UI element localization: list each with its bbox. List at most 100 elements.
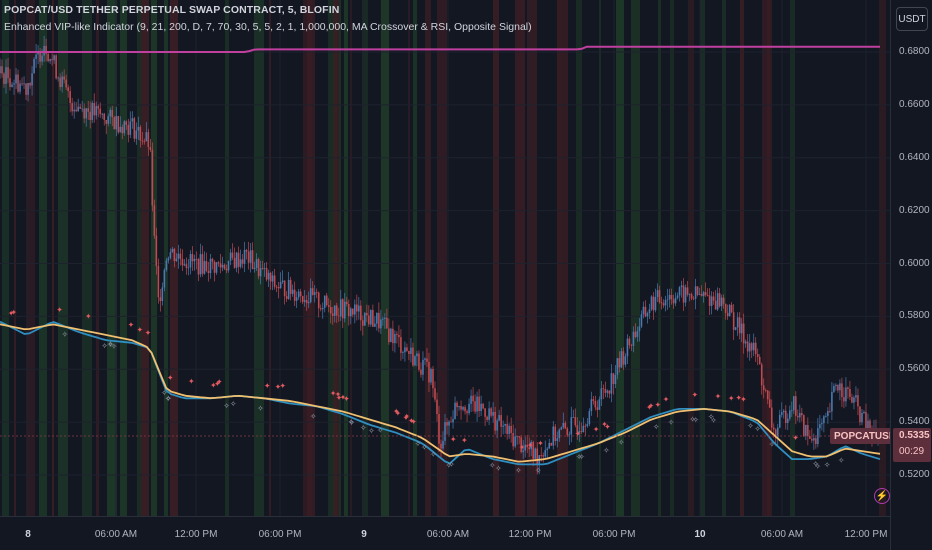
candle-body: [450, 421, 452, 423]
candle-body: [859, 406, 861, 423]
buy-signal-marker: ✧: [668, 418, 675, 427]
candle-body: [702, 292, 705, 296]
candle-body: [572, 417, 575, 418]
sell-signal-marker: ✦: [646, 403, 653, 412]
price-axis[interactable]: 0.6800 0.6600 0.6400 0.6200 0.6000 0.5800 0.56…: [890, 0, 932, 550]
currency-button[interactable]: USDT: [896, 7, 928, 31]
candle-body: [15, 74, 17, 84]
time-axis[interactable]: 8 06:00 AM 12:00 PM 06:00 PM 9 06:00 AM 12:00 …: [0, 516, 890, 550]
candle-body: [694, 286, 697, 299]
price-tick-label: 0.5400: [899, 416, 930, 428]
candle-body: [762, 385, 765, 390]
candle-body: [720, 297, 723, 307]
last-price-tag: 0.5335 00:29: [893, 428, 931, 462]
candle-body: [853, 397, 855, 403]
candle-body: [149, 147, 152, 150]
candle-body: [648, 309, 651, 314]
candle-body: [628, 338, 631, 346]
candle-body: [416, 353, 418, 357]
candle-body: [738, 317, 741, 334]
lightning-icon[interactable]: ⚡: [874, 488, 890, 504]
candle-body: [73, 109, 75, 112]
candle-body: [724, 303, 727, 313]
candle-body: [315, 292, 318, 294]
candle-body: [277, 286, 280, 289]
candle-body: [845, 387, 847, 402]
candle-body: [59, 77, 61, 88]
signal-band: [599, 0, 601, 516]
candle-body: [608, 390, 611, 394]
candle-body: [279, 282, 282, 289]
candle-body: [524, 444, 526, 451]
signal-band: [225, 0, 229, 516]
indicator-title[interactable]: Enhanced VIP-like Indicator (9, 21, 200,…: [4, 21, 532, 33]
price-tick-label: 0.6800: [899, 46, 930, 57]
buy-signal-marker: ✧: [107, 340, 114, 349]
price-tick-label: 0.6600: [899, 98, 930, 110]
candle-body: [69, 91, 71, 104]
buy-signal-marker: ✧: [576, 452, 583, 461]
price-tick-label: 0.5600: [899, 363, 930, 375]
price-tick-label: 0.5800: [899, 310, 930, 322]
candle-body: [25, 83, 27, 95]
candle-body: [13, 83, 15, 85]
signal-band: [562, 0, 568, 516]
candle-body: [716, 293, 719, 310]
candle-body: [358, 305, 360, 312]
candle-body: [602, 388, 605, 390]
candle-body: [580, 431, 583, 432]
signal-band: [14, 0, 16, 516]
price-chart[interactable]: ✧✧✦✧✧✦✦✦ ✧✦✦✧✦✧✧✧✦✦ ✧✦✦✦✦✦✧✧✦✦✧✧✧✧✦✧✧✦✧✦✦✧…: [0, 0, 890, 516]
time-tick-label: 10: [694, 529, 706, 540]
candle-body: [774, 429, 777, 438]
candle-body: [217, 262, 220, 264]
sell-signal-marker: ✦: [735, 393, 742, 402]
candle-body: [183, 264, 186, 266]
chart-area[interactable]: ✧ ✧ ✦ ✧ ✧ ✦ ✦ ✦ ✧ ✦ ✦ ✧ ✦ ✧ ✧ ✧ ✦ ✦ ✧ ✦ ✦ ✦ ✦ ✦ ✧ ✧ ✦ ✦ ✧ ✧ ✧ ✧ ✦ ✧ ✧ ✦ ✧ ✦ ✦ ✧…: [0, 0, 890, 516]
candle-body: [323, 295, 326, 308]
candle-body: [652, 296, 655, 311]
candle-body: [510, 425, 512, 434]
candle-body: [554, 426, 557, 442]
candle-body: [514, 436, 516, 447]
candle-body: [740, 323, 743, 334]
buy-signal-marker: ✧: [165, 395, 172, 404]
ma-slow-line: [0, 323, 881, 463]
sell-signal-marker: ✦: [10, 308, 17, 317]
candle-body: [772, 427, 775, 430]
candle-body: [630, 345, 633, 346]
candle-body: [382, 318, 384, 320]
candle-body: [89, 111, 92, 120]
candle-body: [666, 299, 669, 301]
candle-body: [472, 395, 474, 402]
time-tick-label: 06:00 PM: [258, 529, 302, 540]
candle-body: [261, 268, 264, 270]
candle-body: [331, 313, 334, 316]
time-tick-label: 9: [361, 529, 367, 540]
candle-body: [247, 251, 250, 263]
candle-body: [770, 407, 773, 428]
candle-body: [809, 436, 811, 439]
candle-body: [101, 113, 104, 115]
signal-band: [339, 0, 341, 516]
sell-signal-marker: ✦: [279, 381, 286, 390]
candle-body: [301, 296, 304, 302]
candle-body: [428, 361, 430, 383]
candle-body: [843, 397, 845, 402]
candle-body: [508, 425, 510, 434]
candle-body: [65, 79, 67, 88]
candle-body: [799, 413, 801, 418]
candle-body: [811, 438, 813, 441]
candle-body: [556, 438, 559, 442]
candle-body: [536, 448, 539, 466]
candle-body: [21, 83, 23, 85]
candle-body: [678, 287, 681, 296]
candle-body: [243, 249, 246, 264]
buy-signal-marker: ✧: [489, 461, 496, 470]
candle-body: [672, 299, 675, 304]
candle-body: [518, 436, 520, 438]
candle-body: [760, 364, 763, 386]
candle-body: [27, 82, 29, 95]
symbol-title[interactable]: POPCAT/USD TETHER PERPETUAL SWAP CONTRAC…: [4, 4, 340, 16]
buy-signal-marker: ✧: [348, 418, 355, 427]
